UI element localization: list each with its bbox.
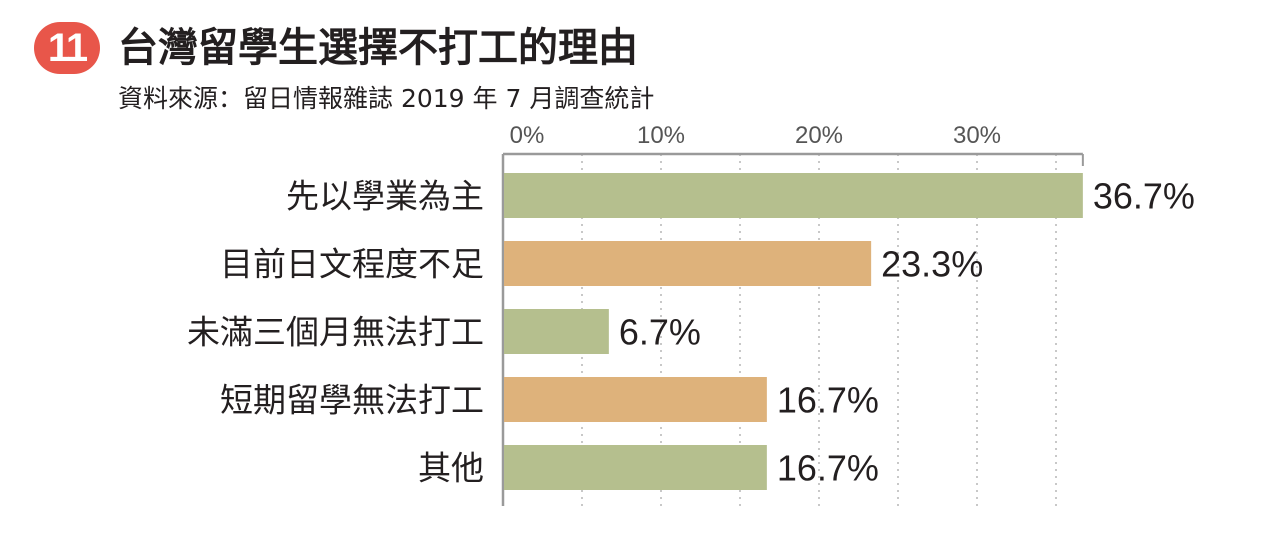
category-label: 未滿三個月無法打工 xyxy=(187,313,484,352)
category-label: 先以學業為主 xyxy=(286,177,484,216)
bar xyxy=(504,309,609,354)
x-tick-label: 10% xyxy=(637,122,685,149)
value-label: 36.7% xyxy=(1093,176,1195,217)
value-label: 23.3% xyxy=(881,244,983,285)
value-label: 16.7% xyxy=(777,380,879,421)
x-tick-label: 30% xyxy=(953,122,1001,149)
category-label: 目前日文程度不足 xyxy=(220,245,484,284)
bar xyxy=(504,241,872,286)
chart-number-badge: 11 xyxy=(34,22,100,74)
x-tick-label: 0% xyxy=(510,122,545,149)
category-label: 其他 xyxy=(418,449,484,488)
value-label: 6.7% xyxy=(619,312,701,353)
chart-source: 資料來源：留日情報雜誌 2019 年 7 月調查統計 xyxy=(118,84,655,113)
bar xyxy=(504,445,767,490)
bar xyxy=(504,173,1083,218)
chart-title: 台灣留學生選擇不打工的理由 xyxy=(118,25,638,71)
value-label: 16.7% xyxy=(777,448,879,489)
bar xyxy=(504,377,767,422)
x-tick-label: 20% xyxy=(795,122,843,149)
category-label: 短期留學無法打工 xyxy=(220,381,484,420)
